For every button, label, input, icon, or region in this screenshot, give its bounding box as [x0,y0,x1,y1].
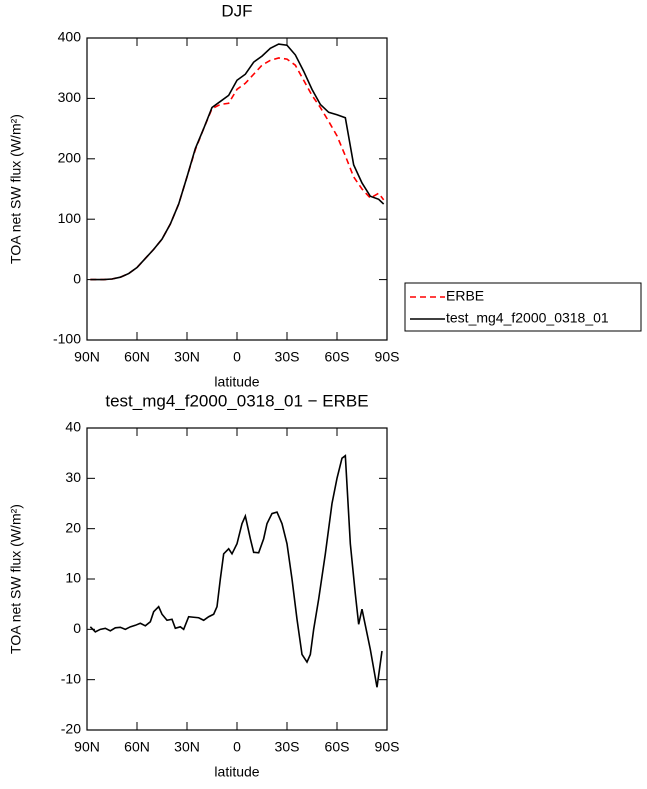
y-tick-label: -100 [53,331,81,347]
x-tick-label: 60N [124,739,150,755]
y-tick-label: 30 [65,469,81,485]
y-tick-label: 300 [58,89,82,105]
x-tick-label: 0 [233,349,241,365]
y-axis-label: TOA net SW flux (W/m²) [8,114,24,264]
x-tick-label: 90S [375,739,400,755]
x-axis-label: latitude [214,374,259,390]
legend-label: ERBE [446,288,484,304]
y-tick-label: 0 [73,270,81,286]
y-tick-label: 100 [58,210,82,226]
x-tick-label: 60S [325,739,350,755]
legend-box [404,282,642,332]
y-tick-label: -10 [61,670,81,686]
y-tick-label: 0 [73,620,81,636]
data-line [89,454,383,688]
x-tick-label: 30N [174,739,200,755]
y-tick-label: 10 [65,570,81,586]
x-tick-label: 30S [275,739,300,755]
x-tick-label: 90N [74,739,100,755]
legend-label: test_mg4_f2000_0318_01 [446,310,609,326]
chart-title: DJF [221,1,252,20]
plot-frame [86,37,388,341]
x-tick-label: 90S [375,349,400,365]
x-tick-label: 30N [174,349,200,365]
x-tick-label: 60N [124,349,150,365]
chart-title: test_mg4_f2000_0318_01 − ERBE [105,391,368,410]
data-line [90,43,385,281]
x-tick-label: 0 [233,739,241,755]
y-tick-label: 200 [58,150,82,166]
y-axis-label: TOA net SW flux (W/m²) [8,504,24,654]
y-tick-label: 40 [65,419,81,435]
x-tick-label: 60S [325,349,350,365]
plot-frame [86,427,388,731]
data-line [90,57,385,281]
y-tick-label: -20 [61,721,81,737]
x-axis-label: latitude [214,764,259,780]
y-tick-label: 400 [58,29,82,45]
x-tick-label: 90N [74,349,100,365]
x-tick-label: 30S [275,349,300,365]
y-tick-label: 20 [65,519,81,535]
